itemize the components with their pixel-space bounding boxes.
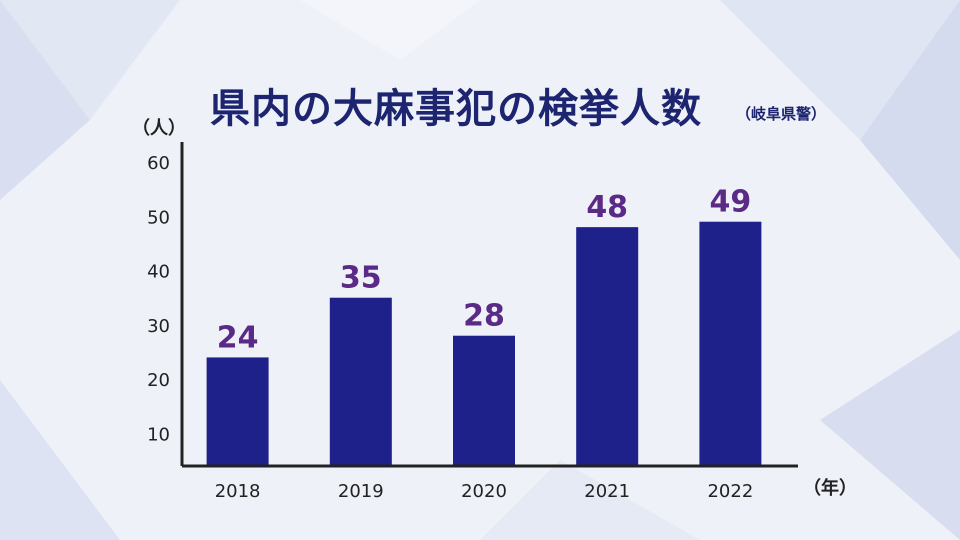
y-tick-label: 30: [147, 316, 170, 337]
data-label: 24: [217, 320, 259, 355]
bar: [206, 357, 269, 466]
bar: [576, 227, 639, 466]
y-tick-label: 20: [147, 370, 170, 391]
bar: [329, 297, 392, 466]
x-tick-label: 2020: [461, 481, 507, 502]
data-label: 49: [710, 185, 752, 220]
x-axis-unit: （年）: [803, 478, 857, 499]
y-tick-label: 60: [147, 153, 170, 174]
bar: [453, 335, 515, 466]
y-tick-label: 40: [147, 262, 170, 283]
y-tick-label: 50: [147, 207, 170, 228]
y-axis-unit: （人）: [132, 118, 186, 139]
x-tick-label: 2018: [215, 481, 261, 502]
chart-title: 県内の大麻事犯の検挙人数: [210, 86, 702, 132]
x-tick-label: 2019: [338, 481, 384, 502]
source-note: （岐阜県警）: [736, 105, 827, 123]
y-tick-label: 10: [147, 424, 170, 445]
bar: [699, 221, 762, 466]
x-tick-label: 2021: [584, 481, 630, 502]
data-label: 48: [586, 190, 628, 225]
data-label: 35: [340, 261, 382, 296]
data-label: 28: [463, 299, 505, 334]
x-tick-label: 2022: [707, 481, 753, 502]
